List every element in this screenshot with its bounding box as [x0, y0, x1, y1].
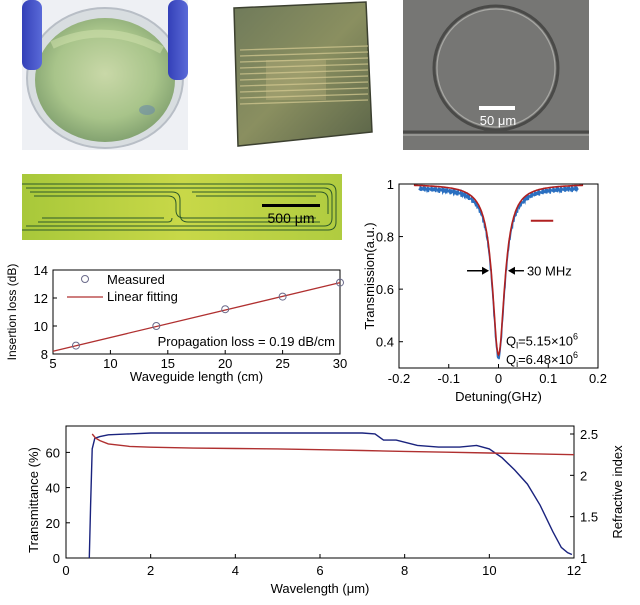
measured-point [152, 322, 161, 330]
linewidth-arrowhead-left [482, 266, 490, 275]
ring-resonator-micrograph: 50 μm [403, 0, 589, 150]
measured-point [278, 292, 287, 301]
y-tick-label: 0.8 [376, 230, 394, 245]
y-tick-label: 0.6 [376, 282, 394, 297]
transmittance-line [88, 432, 573, 559]
measured-point [336, 278, 344, 287]
y-tick-label: 40 [46, 481, 60, 496]
transmittance-chart: 0 2 4 6 8 10 12 0 20 40 60 1 1.5 2 2.5 Wavelength (μm) T… [26, 425, 625, 596]
wafer-illustration [22, 0, 188, 150]
measured-point [221, 305, 230, 314]
x-tick-label: -0.2 [388, 371, 410, 386]
refractive-index-line [91, 433, 575, 456]
legend-marker-measured [81, 275, 89, 283]
plot-frame [52, 269, 341, 355]
y-axis-label: Transmission(a.u.) [362, 222, 377, 329]
y-tick-label: 14 [34, 263, 48, 278]
x-tick-label: 12 [567, 563, 581, 578]
fit-line [52, 281, 341, 352]
measured-point [71, 341, 80, 350]
x-tick-label: 0 [62, 563, 69, 578]
x-tick-label: -0.1 [438, 371, 460, 386]
x-tick-label: 0.2 [589, 371, 607, 386]
y-tick-label: 0.4 [376, 335, 394, 350]
y-tick-label: 0 [53, 551, 60, 566]
y-tick-label: 20 [46, 516, 60, 531]
x-axis-label: Detuning(GHz) [455, 389, 542, 404]
ring-illustration [403, 0, 589, 150]
y-tick-label: 12 [34, 291, 48, 306]
y2-tick-label: 1.5 [580, 510, 598, 525]
waveguide-illustration [22, 174, 342, 240]
x-tick-label: 30 [333, 356, 347, 371]
y-tick-label: 60 [46, 445, 60, 460]
plot-frame [65, 425, 575, 559]
spiral-waveguide-photo: 500 μm [22, 174, 342, 240]
x-axis-label: Wavelength (μm) [271, 581, 370, 596]
resonance-chart: -0.2 -0.1 0 0.1 0.2 0.4 0.6 0.8 1 Detuning(GHz) Tr… [362, 177, 607, 404]
chip-photo [226, 0, 374, 150]
x-tick-label: 0 [495, 371, 502, 386]
wafer-photo [22, 0, 188, 150]
ring-scale-bar-label: 50 μm [479, 113, 517, 128]
x-tick-label: 15 [161, 356, 175, 371]
x-tick-label: 25 [275, 356, 289, 371]
waveguide-scale-bar-label: 500 μm [267, 210, 315, 226]
y-tick-label: 10 [34, 319, 48, 334]
x-tick-label: 0.1 [539, 371, 557, 386]
y-tick-label: 8 [41, 347, 48, 362]
y2-axis-label: Refractive index [610, 445, 625, 539]
x-tick-label: 4 [232, 563, 239, 578]
chip-illustration [233, 1, 373, 147]
intrinsic-q-label: Qi=6.48×106 [506, 350, 578, 369]
propagation-loss-annotation: Propagation loss = 0.19 dB/cm [158, 334, 335, 349]
x-tick-label: 6 [316, 563, 323, 578]
x-tick-label: 20 [218, 356, 232, 371]
y2-tick-label: 1 [580, 551, 587, 566]
linewidth-label: 30 MHz [527, 264, 572, 279]
insertion-loss-chart: 5 10 15 20 25 30 8 10 12 14 Waveguide length (cm) I… [5, 263, 347, 384]
lorentzian-fit [413, 184, 584, 357]
x-tick-label: 5 [49, 356, 56, 371]
legend-label-fit: Linear fitting [107, 289, 178, 304]
legend-label-measured: Measured [107, 272, 165, 287]
loaded-q-label: Ql=5.15×106 [506, 332, 578, 351]
x-axis-label: Waveguide length (cm) [130, 369, 263, 384]
y-tick-label: 1 [387, 177, 394, 192]
y2-tick-label: 2.5 [580, 427, 598, 442]
x-tick-label: 10 [103, 356, 117, 371]
y-axis-label: Insertion loss (dB) [5, 264, 19, 361]
y-axis-label: Transmittance (%) [26, 447, 41, 553]
y2-tick-label: 2 [580, 468, 587, 483]
x-tick-label: 2 [147, 563, 154, 578]
x-tick-label: 8 [401, 563, 408, 578]
x-tick-label: 10 [482, 563, 496, 578]
linewidth-arrowhead-right [507, 266, 515, 275]
